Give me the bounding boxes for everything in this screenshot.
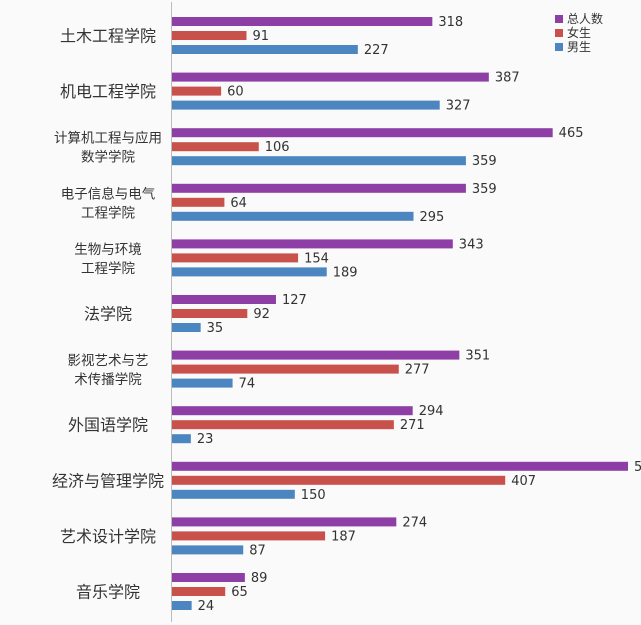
category-label-5: 法学院 (84, 305, 132, 324)
bar-1-2 (172, 100, 440, 110)
bar-3-2 (172, 211, 414, 221)
bar-3-1 (172, 197, 225, 207)
value-label-3-2: 295 (420, 210, 445, 225)
category-label-1: 机电工程学院 (60, 82, 156, 101)
value-label-9-0: 274 (402, 515, 427, 530)
category-label-10: 音乐学院 (76, 583, 140, 602)
category-label-6-line1: 术传播学院 (74, 372, 142, 388)
bar-4-0 (172, 239, 453, 249)
legend-swatch-1 (555, 29, 563, 37)
bar-7-0 (172, 406, 413, 416)
category-label-8: 经济与管理学院 (52, 471, 164, 490)
legend-label-1: 女生 (567, 25, 591, 40)
value-label-3-0: 359 (472, 182, 497, 197)
value-label-3-1: 64 (230, 196, 247, 211)
bar-3-0 (172, 183, 466, 193)
category-label-9: 艺术设计学院 (60, 527, 156, 546)
bar-5-0 (172, 295, 276, 304)
bars-layer: 318 91 227 387 60 327 465 106 359 359 64 295 343 154 1… (172, 15, 641, 614)
bar-7-2 (172, 434, 191, 444)
value-label-8-0: 557 (634, 460, 641, 475)
value-label-0-1: 91 (252, 29, 269, 44)
category-label-2-line0: 计算机工程与应用 (54, 130, 162, 147)
legend-label-2: 男生 (567, 40, 591, 54)
bar-2-1 (172, 142, 259, 152)
bar-4-2 (172, 267, 327, 277)
bar-10-0 (172, 573, 245, 582)
bar-4-1 (172, 253, 299, 263)
bar-8-1 (172, 475, 506, 485)
value-label-9-2: 87 (249, 543, 266, 558)
bar-2-2 (172, 156, 466, 166)
bar-8-0 (172, 461, 628, 471)
value-label-4-1: 154 (304, 251, 329, 266)
bar-6-0 (172, 350, 460, 360)
value-label-7-0: 294 (419, 404, 444, 419)
bar-10-1 (172, 587, 226, 596)
value-label-5-1: 92 (253, 307, 270, 322)
category-label-3-line1: 工程学院 (81, 205, 135, 221)
category-label-3-line0: 电子信息与电气 (61, 185, 156, 202)
bar-5-2 (172, 323, 201, 332)
bar-7-1 (172, 420, 394, 430)
value-label-1-2: 327 (446, 99, 471, 114)
legend-swatch-0 (555, 15, 563, 23)
value-label-1-0: 387 (495, 71, 520, 86)
bar-9-0 (172, 517, 397, 527)
bar-5-1 (172, 309, 248, 318)
value-label-2-0: 465 (559, 126, 584, 141)
category-label-6-line0: 影视艺术与艺 (68, 353, 149, 369)
value-label-2-1: 106 (265, 140, 290, 155)
bar-0-2 (172, 45, 358, 54)
bar-8-2 (172, 489, 295, 499)
bar-0-1 (172, 31, 247, 40)
value-label-9-1: 187 (331, 529, 356, 544)
category-label-2-line1: 数学学院 (81, 150, 135, 166)
value-label-6-1: 277 (405, 363, 430, 378)
value-label-7-2: 23 (197, 432, 214, 447)
value-label-2-2: 359 (472, 154, 497, 169)
value-label-1-1: 60 (227, 85, 244, 100)
bar-2-0 (172, 128, 553, 138)
value-label-10-1: 65 (231, 585, 248, 600)
category-label-4-line1: 工程学院 (81, 261, 135, 277)
legend-swatch-2 (555, 43, 563, 51)
category-label-4-line0: 生物与环境 (74, 242, 142, 258)
value-label-4-0: 343 (459, 237, 484, 252)
bar-6-2 (172, 378, 233, 388)
bar-1-1 (172, 86, 222, 96)
bar-10-2 (172, 601, 192, 610)
value-label-7-1: 271 (400, 418, 425, 433)
bar-0-0 (172, 17, 433, 26)
bar-1-0 (172, 72, 489, 82)
value-label-5-0: 127 (282, 293, 307, 308)
value-label-6-2: 74 (239, 377, 256, 392)
value-label-8-1: 407 (511, 474, 536, 489)
bar-6-1 (172, 364, 399, 374)
value-label-10-2: 24 (198, 599, 215, 614)
category-labels: 土木工程学院机电工程学院计算机工程与应用数学学院电子信息与电气工程学院生物与环境… (52, 27, 164, 602)
value-label-6-0: 351 (465, 349, 490, 364)
value-label-10-0: 89 (251, 571, 268, 586)
value-label-4-2: 189 (333, 265, 358, 280)
category-label-7: 外国语学院 (68, 416, 148, 435)
value-label-8-2: 150 (301, 488, 326, 503)
category-label-0: 土木工程学院 (60, 27, 156, 46)
bar-9-2 (172, 545, 244, 555)
value-label-5-2: 35 (207, 321, 224, 336)
value-label-0-0: 318 (438, 15, 463, 30)
value-label-0-2: 227 (364, 43, 389, 58)
bar-9-1 (172, 531, 326, 541)
legend-label-0: 总人数 (567, 11, 603, 26)
